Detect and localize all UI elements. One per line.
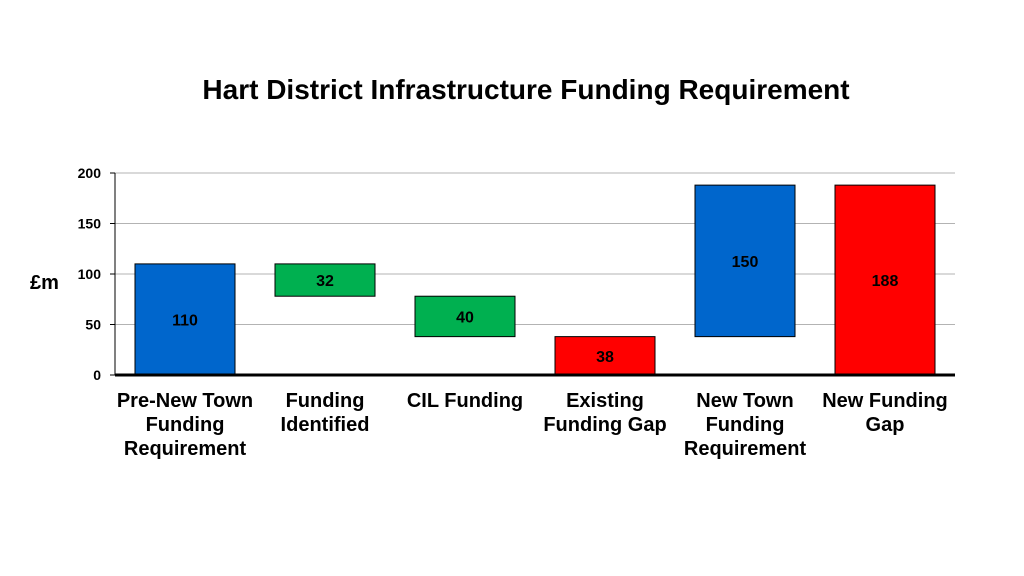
x-tick-label: Funding Identified [280,390,370,436]
data-label: 38 [596,349,614,366]
x-tick-label: New Town Funding Requirement [683,390,807,460]
y-tick-label: 200 [78,165,102,181]
data-label: 40 [456,309,474,326]
x-tick-label: Pre-New Town Funding Requirement [116,390,254,460]
bar [414,295,516,338]
data-label: 110 [172,312,198,329]
y-tick-label: 50 [85,317,101,333]
bar [694,184,796,338]
y-tick-label: 100 [78,266,102,282]
chart-title: Hart District Infrastructure Funding Req… [202,74,850,105]
data-label: 150 [732,254,759,271]
y-tick-label: 150 [78,216,102,232]
x-tick-label: Existing Funding Gap [543,390,667,436]
bar [134,263,236,376]
y-tick-label: 0 [93,367,101,383]
x-tick-label: CIL Funding [406,390,524,412]
bar [554,336,656,376]
y-axis-label: £m [30,272,59,294]
data-label: 32 [316,273,334,290]
x-tick-label: New Funding Gap [822,390,948,436]
bar [274,263,376,297]
data-label: 188 [872,273,899,290]
bar [834,184,936,376]
